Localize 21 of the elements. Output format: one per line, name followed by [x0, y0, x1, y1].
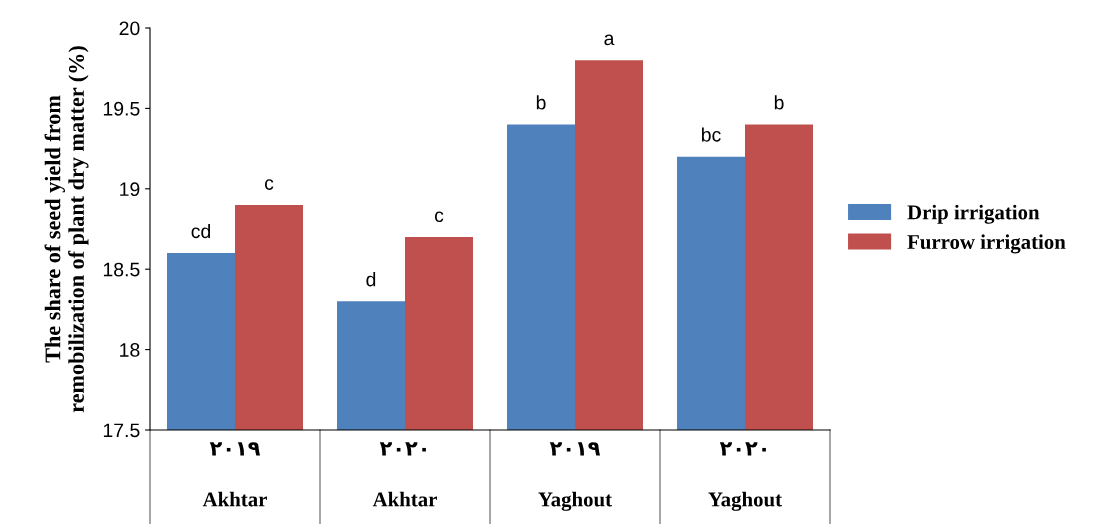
y-tick-label: 18 [120, 343, 140, 357]
data-label: cd [191, 223, 211, 239]
data-label: c [264, 179, 274, 190]
y-tick-label: 17.5 [103, 423, 140, 438]
y-axis-title: The share of seed yield from remobilization of plant dry matter (%) [44, 46, 89, 413]
data-label: a [604, 34, 615, 46]
y-tick-label: 19.5 [103, 101, 140, 116]
y-tick-label: 18.5 [103, 262, 140, 277]
category-label: ۲۰۱۹ Akhtar [202, 442, 267, 507]
data-label: b [774, 95, 784, 110]
legend-label: Furrow irrigation [907, 234, 1066, 254]
data-label: c [434, 211, 444, 223]
category-label: ۲۰۲۰ Yaghout [708, 442, 782, 511]
category-label: ۲۰۱۹ Yaghout [538, 442, 612, 511]
category-label: ۲۰۲۰ Akhtar [372, 442, 437, 507]
y-tick-label: 20 [119, 21, 140, 36]
data-label: b [536, 95, 546, 110]
legend-label: Drip irrigation [907, 204, 1040, 224]
data-label: d [366, 272, 376, 287]
data-label: bc [701, 127, 721, 142]
y-tick-label: 19 [120, 182, 140, 197]
